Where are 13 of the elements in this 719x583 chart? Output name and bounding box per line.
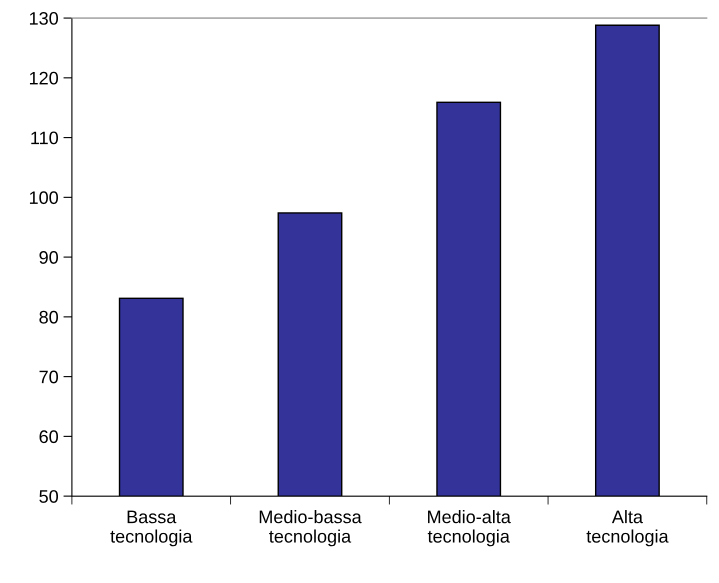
y-tick-label: 90: [39, 251, 58, 264]
y-tick-label: 100: [30, 191, 58, 204]
y-tick-label: 60: [40, 430, 58, 444]
x-tick-label: Medio-bassa tecnologia: [260, 510, 362, 546]
x-tick-label: Medio-alta tecnologia: [428, 510, 511, 546]
y-tick-label: 80: [39, 310, 58, 324]
x-tick-label: Alta tecnologia: [586, 510, 669, 546]
x-tick-label: Bassa tecnologia: [110, 510, 192, 546]
y-tick-label: 50: [39, 490, 58, 503]
y-tick-label: 120: [30, 72, 58, 85]
y-tick-label: 130: [30, 12, 58, 25]
y-tick-label: 110: [31, 132, 58, 144]
y-tick-label: 70: [40, 370, 58, 384]
